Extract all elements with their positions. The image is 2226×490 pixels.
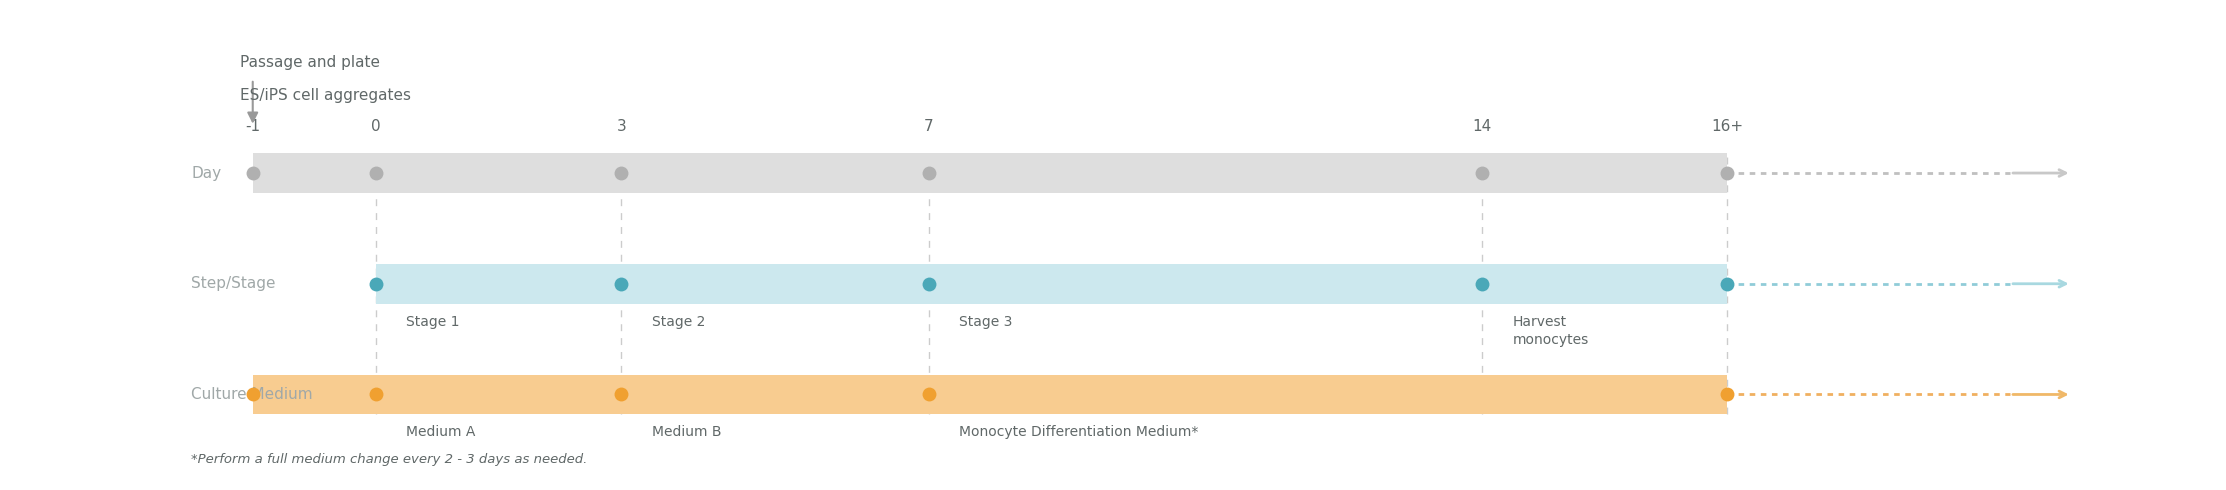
Text: Passage and plate: Passage and plate bbox=[240, 55, 381, 70]
Text: Day: Day bbox=[191, 166, 220, 180]
Text: 14: 14 bbox=[1471, 119, 1491, 134]
Text: 3: 3 bbox=[617, 119, 626, 134]
Text: Culture Medium: Culture Medium bbox=[191, 387, 314, 402]
Text: ES/iPS cell aggregates: ES/iPS cell aggregates bbox=[240, 88, 412, 103]
Text: Harvest
monocytes: Harvest monocytes bbox=[1511, 315, 1589, 347]
Text: *Perform a full medium change every 2 - 3 days as needed.: *Perform a full medium change every 2 - … bbox=[191, 453, 588, 466]
Text: Stage 1: Stage 1 bbox=[407, 315, 461, 329]
Text: Stage 2: Stage 2 bbox=[652, 315, 706, 329]
Text: 0: 0 bbox=[372, 119, 381, 134]
Text: 7: 7 bbox=[924, 119, 933, 134]
Text: -1: -1 bbox=[245, 119, 260, 134]
Text: Step/Stage: Step/Stage bbox=[191, 276, 276, 291]
Text: Medium A: Medium A bbox=[407, 425, 476, 440]
Text: Monocyte Differentiation Medium*: Monocyte Differentiation Medium* bbox=[959, 425, 1200, 440]
Text: 16+: 16+ bbox=[1712, 119, 1743, 134]
Text: Medium B: Medium B bbox=[652, 425, 721, 440]
Text: Stage 3: Stage 3 bbox=[959, 315, 1013, 329]
